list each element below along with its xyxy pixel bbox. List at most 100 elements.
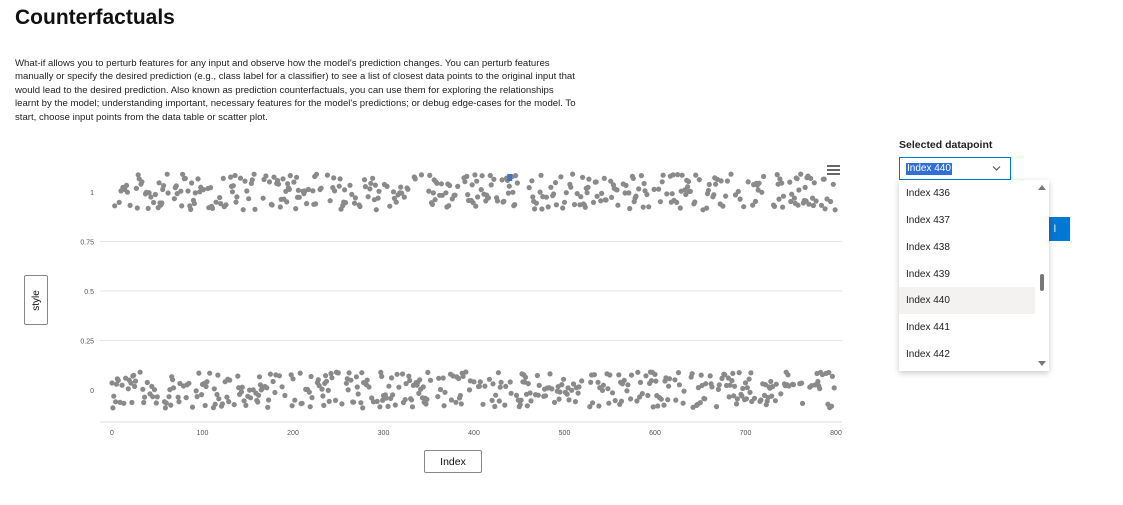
data-point [638, 173, 645, 179]
option-index-442[interactable]: Index 442 [906, 349, 950, 360]
data-point [670, 172, 676, 178]
data-point [204, 379, 210, 385]
selected-datapoint-dropdown[interactable]: Index 440 [899, 157, 1011, 180]
data-point [556, 396, 562, 402]
data-point [194, 394, 200, 400]
data-point [568, 184, 574, 190]
y-tick-label: 1 [90, 190, 94, 197]
data-point [605, 386, 611, 392]
data-point [715, 386, 722, 392]
data-point [323, 378, 330, 384]
option-index-437[interactable]: Index 437 [906, 215, 950, 226]
data-point [286, 186, 292, 192]
data-point [153, 400, 159, 406]
scroll-down-arrow-icon[interactable] [1038, 361, 1046, 366]
data-point [548, 184, 554, 190]
data-point [518, 397, 524, 403]
data-point [360, 405, 366, 411]
data-point [570, 381, 577, 387]
data-point [672, 377, 678, 383]
data-point [510, 189, 516, 195]
data-point [572, 399, 579, 405]
data-point [305, 186, 311, 193]
data-point [795, 202, 801, 208]
data-point [121, 400, 127, 406]
data-point [364, 377, 370, 383]
data-point [470, 200, 476, 206]
data-point [808, 175, 814, 181]
y-axis-selector-button[interactable]: style [24, 275, 48, 325]
data-point [354, 384, 360, 390]
scroll-up-arrow-icon[interactable] [1038, 185, 1046, 190]
data-point [768, 378, 774, 385]
data-point [718, 178, 724, 184]
data-point [759, 189, 765, 195]
data-point [243, 402, 249, 408]
data-point [460, 373, 466, 379]
data-point [192, 190, 198, 196]
data-point [796, 187, 802, 193]
data-point [733, 401, 740, 407]
data-point [645, 392, 651, 399]
data-point [214, 391, 220, 398]
option-index-436[interactable]: Index 436 [906, 188, 950, 199]
data-point [732, 383, 738, 389]
data-point [264, 385, 270, 391]
data-point [209, 205, 216, 211]
data-point [545, 204, 551, 210]
data-point [513, 392, 520, 398]
data-point [703, 381, 709, 387]
data-point [563, 190, 569, 196]
data-point [211, 386, 217, 392]
x-axis-selector-button[interactable]: Index [424, 450, 482, 473]
data-point [133, 185, 139, 191]
data-point [377, 404, 383, 410]
data-point [530, 194, 536, 200]
data-point [443, 190, 449, 196]
scrollbar-thumb[interactable] [1040, 274, 1044, 291]
data-point [777, 176, 783, 182]
data-point [697, 400, 703, 406]
data-point [685, 178, 692, 185]
data-point [498, 379, 504, 385]
data-point [368, 180, 374, 186]
data-point [199, 392, 205, 398]
option-index-440[interactable]: Index 440 [899, 287, 1035, 314]
data-point [131, 372, 137, 378]
data-point [601, 175, 607, 181]
data-point [625, 382, 631, 388]
page-description: What-if allows you to perturb features f… [15, 58, 576, 123]
data-point [584, 190, 590, 196]
scatter-chart[interactable]: 0 0.25 0.5 0.75 1 0 100 200 300 400 500 600 700 800 [0, 150, 880, 480]
data-point [288, 372, 294, 378]
option-index-438[interactable]: Index 438 [906, 242, 950, 253]
data-point [179, 203, 185, 209]
data-point [488, 182, 494, 188]
option-index-439[interactable]: Index 439 [906, 269, 950, 280]
data-point [773, 381, 779, 387]
data-point [664, 191, 670, 197]
data-point [588, 379, 594, 385]
data-point [726, 394, 732, 400]
data-point [170, 377, 176, 383]
data-point [831, 385, 837, 391]
data-point [137, 369, 143, 375]
data-point [574, 191, 580, 197]
data-point [255, 399, 261, 405]
option-index-441[interactable]: Index 441 [906, 322, 950, 333]
data-point [284, 199, 290, 205]
data-point [148, 194, 154, 200]
data-point [115, 377, 121, 383]
data-point [398, 184, 404, 190]
data-point [802, 184, 808, 190]
data-point [183, 395, 189, 401]
data-point [339, 401, 345, 407]
data-point [737, 196, 743, 202]
data-point [514, 180, 521, 186]
data-point [366, 384, 372, 390]
data-point [231, 402, 237, 408]
datapoint-options-list[interactable]: Index 436 Index 437 Index 438 Index 439 … [899, 180, 1049, 371]
data-point [188, 206, 194, 212]
hamburger-menu-icon[interactable] [827, 165, 840, 177]
data-point [272, 389, 278, 396]
